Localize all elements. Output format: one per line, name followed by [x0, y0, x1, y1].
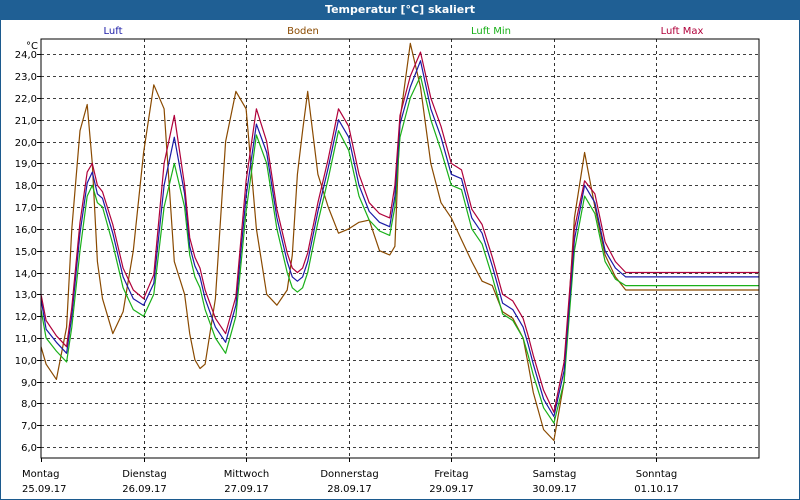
y-tick-label: 19,0 [15, 159, 37, 170]
axes: 6,0 7,0 8,0 9,0 10,0 11,0 12,0 13,0 14,0 15,0 16,0… [15, 38, 760, 495]
y-tick-label: 20,0 [15, 138, 37, 149]
y-tick-label: 22,0 [15, 94, 37, 105]
y-tick-label: 17,0 [15, 203, 37, 214]
legend-entry-luft-min: Luft Min [471, 26, 511, 37]
y-tick-label: 6,0 [21, 443, 37, 454]
y-tick-label: 15,0 [15, 247, 37, 258]
y-tick-label: 21,0 [15, 116, 37, 127]
x-tick-date: 29.09.17 [429, 484, 474, 495]
x-tick-day: Samstag [533, 469, 577, 480]
y-tick-label: 14,0 [15, 269, 37, 280]
x-tick-date: 25.09.17 [22, 484, 67, 495]
x-tick-day: Donnerstag [320, 469, 378, 480]
series-line-luft [40, 60, 759, 418]
x-tick-date: 28.09.17 [327, 484, 372, 495]
x-tick-day: Freitag [434, 469, 468, 480]
x-tick-date: 01.10.17 [634, 484, 679, 495]
grid [41, 39, 759, 458]
y-tick-label: 9,0 [21, 378, 37, 389]
series-line-boden [40, 42, 759, 442]
x-tick-date: 26.09.17 [122, 484, 167, 495]
legend: Luft Boden Luft Min Luft Max [104, 26, 704, 37]
y-tick-label: 7,0 [21, 421, 37, 432]
x-tick-date: 30.09.17 [532, 484, 577, 495]
chart-title: Temperatur [°C] skaliert [0, 0, 800, 20]
legend-entry-luft: Luft [104, 26, 123, 37]
y-tick-label: 10,0 [15, 356, 37, 367]
x-tick-day: Mittwoch [224, 469, 269, 480]
y-tick-label: 24,0 [15, 50, 37, 61]
y-tick-label: 16,0 [15, 225, 37, 236]
series-line-luft-min [40, 75, 759, 424]
y-tick-label: 12,0 [15, 312, 37, 323]
y-tick-label: 8,0 [21, 399, 37, 410]
y-tick-label: 13,0 [15, 290, 37, 301]
x-tick-day: Sonntag [636, 469, 678, 480]
series-line-luft-max [40, 51, 759, 413]
series-layer [40, 42, 759, 442]
x-tick-day: Dienstag [122, 469, 167, 480]
x-tick-day: Montag [22, 469, 59, 480]
y-tick-label: 11,0 [15, 334, 37, 345]
y-axis-label: °C [26, 41, 38, 52]
y-tick-label: 23,0 [15, 72, 37, 83]
plot-border [40, 38, 760, 459]
x-tick-date: 27.09.17 [224, 484, 269, 495]
legend-entry-boden: Boden [287, 26, 319, 37]
y-tick-label: 18,0 [15, 181, 37, 192]
legend-entry-luft-max: Luft Max [661, 26, 704, 37]
